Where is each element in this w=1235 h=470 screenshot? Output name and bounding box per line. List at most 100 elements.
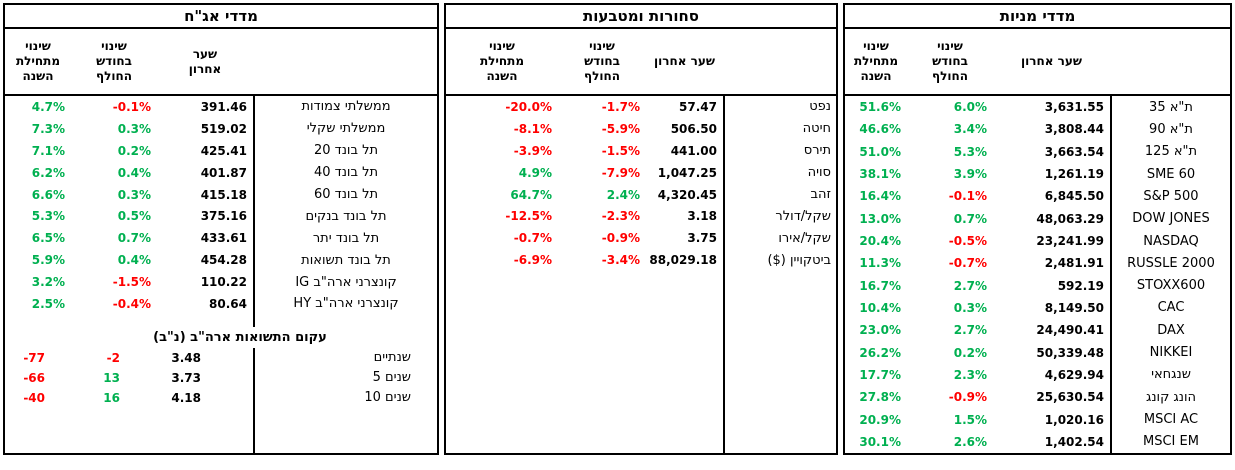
table-row: -66 13 3.73 5 שנים — [5, 367, 437, 388]
instrument-name-cell: שנתיים — [253, 347, 437, 368]
last-price-cell: 3.75 — [646, 227, 723, 249]
month-change-cell-value: -2.3% — [601, 209, 640, 224]
table-row: 3.2% -1.5% 110.22 קונצרני ארה"ב IG — [5, 271, 437, 294]
ytd-change-cell: 26.2% — [845, 341, 907, 363]
month-change-cell: 0.3% — [71, 184, 157, 206]
last-price-cell-value: 57.47 — [679, 99, 717, 114]
instrument-name-cell-value: CAC — [1157, 300, 1185, 316]
month-change-cell-value: 3.9% — [953, 167, 987, 182]
last-price-cell: 4.18 — [157, 388, 253, 408]
last-price-cell-value: 3,808.44 — [1044, 122, 1104, 137]
last-price-cell: 25,630.54 — [993, 386, 1110, 408]
subsection-title-label: עקום התשואות ארה"ב (נ"ב) — [153, 329, 327, 345]
instrument-name-cell-value: 5 שנים — [372, 370, 411, 386]
month-change-cell-value: -1.5% — [601, 143, 640, 158]
month-change-cell-value: -0.1% — [948, 189, 987, 204]
instrument-name-cell-value: NASDAQ — [1143, 233, 1199, 249]
empty-cell — [71, 315, 157, 327]
instrument-name-cell: חיטה — [723, 117, 836, 140]
instrument-name-cell-value: תל בונד יתר — [312, 230, 380, 246]
month-change-cell: 0.5% — [71, 205, 157, 227]
month-change-cell: 1.5% — [907, 408, 993, 430]
instrument-name-cell-value: RUSSLE 2000 — [1127, 255, 1215, 271]
month-change-cell: 0.2% — [71, 140, 157, 162]
table-row: 46.6% 3.4% 3,808.44 ת"א 90 — [845, 118, 1230, 141]
last-price-cell: 88,029.18 — [646, 249, 723, 271]
instrument-name-cell: CAC — [1110, 296, 1230, 320]
instrument-name-cell: NASDAQ — [1110, 229, 1230, 253]
ytd-change-cell-value: 38.1% — [859, 167, 901, 182]
instrument-name-cell-value: זהב — [810, 187, 831, 202]
instrument-name-cell: MSCI AC — [1110, 408, 1230, 431]
month-change-cell: 3.4% — [907, 118, 993, 140]
ytd-change-cell: 6.2% — [5, 162, 71, 184]
table-row: -0.7% -0.9% 3.75 שקל/אירו — [446, 227, 836, 250]
last-price-cell: 375.16 — [157, 205, 253, 227]
table-row: -20.0% -1.7% 57.47 נפט — [446, 96, 836, 118]
last-price-cell-value: 3,663.54 — [1044, 144, 1104, 159]
last-price-cell-value: 506.50 — [670, 121, 717, 136]
table-row: -40 16 4.18 10 שנים — [5, 387, 437, 408]
instrument-name-cell: שקל/אירו — [723, 227, 836, 250]
empty-cell — [253, 407, 437, 453]
month-change-cell-value: 0.3% — [117, 121, 151, 136]
ytd-change-cell-value: -66 — [23, 370, 45, 385]
last-price-cell: 3,631.55 — [993, 96, 1110, 118]
ytd-change-cell-value: -8.1% — [513, 121, 552, 136]
ytd-change-cell-value: 20.9% — [859, 412, 901, 427]
month-change-cell-value: 0.7% — [953, 211, 987, 226]
month-change-cell: 6.0% — [907, 96, 993, 118]
header-label: שינוי בחודש החולף — [96, 39, 132, 83]
ytd-change-cell: 17.7% — [845, 364, 907, 386]
instrument-name-cell-value: נפט — [809, 99, 831, 115]
header-month-change: שינוי בחודש החולף — [71, 29, 157, 94]
table-row: 7.1% 0.2% 425.41 תל בונד 20 — [5, 139, 437, 162]
last-price-cell-value: 1,402.54 — [1044, 434, 1104, 449]
month-change-cell: -1.7% — [558, 96, 646, 118]
last-price-cell-value: 433.61 — [200, 231, 247, 246]
instrument-name-cell: ממשלתי צמודות — [253, 96, 437, 118]
instrument-name-cell-value: שנגחאי — [1151, 367, 1191, 383]
ytd-change-cell-value: 27.8% — [859, 390, 901, 405]
instrument-name-cell: ממשלתי שקלי — [253, 117, 437, 140]
commodities-currencies-section: סחורות ומטבעות שינוי מתחילת השנה שינוי ב… — [444, 3, 838, 455]
last-price-cell-value: 519.02 — [200, 121, 247, 136]
header-label: שינוי מתחילת השנה — [853, 39, 899, 83]
instrument-name-cell: שנגחאי — [1110, 363, 1230, 387]
commodities-currencies-rows: -20.0% -1.7% 57.47 נפט -8.1% -5.9% 506.50 חיטה -… — [446, 96, 836, 453]
last-price-cell-value: 425.41 — [200, 143, 247, 158]
ytd-change-cell: 16.4% — [845, 185, 907, 207]
last-price-cell-value: 592.19 — [1057, 278, 1104, 293]
ytd-change-cell: -3.9% — [446, 140, 558, 162]
table-row: 6.6% 0.3% 415.18 תל בונד 60 — [5, 183, 437, 206]
empty-cell — [5, 315, 71, 327]
header-label: שער אחרון — [654, 54, 715, 68]
ytd-change-cell-value: 16.4% — [859, 189, 901, 204]
ytd-change-cell-value: -40 — [23, 390, 45, 405]
month-change-cell: -2.3% — [558, 205, 646, 227]
last-price-cell: 3,663.54 — [993, 141, 1110, 163]
last-price-cell-value: 4,320.45 — [657, 187, 717, 202]
ytd-change-cell: 23.0% — [845, 319, 907, 341]
section-title-bonds: מדדי אג"ח — [5, 5, 437, 29]
instrument-name-cell: תל בונד 20 — [253, 139, 437, 162]
ytd-change-cell-value: 30.1% — [859, 434, 901, 449]
table-row: -77 -2 3.48 שנתיים — [5, 347, 437, 368]
instrument-name-cell-value: SME 60 — [1146, 166, 1196, 182]
month-change-cell-value: 1.5% — [953, 412, 987, 427]
instrument-name-cell: ת"א 125 — [1110, 140, 1230, 163]
month-change-cell-value: -5.9% — [601, 121, 640, 136]
instrument-name-cell-value: סויה — [807, 165, 831, 181]
last-price-cell-value: 3.75 — [687, 231, 717, 246]
ytd-change-cell-value: 11.3% — [859, 256, 901, 271]
ytd-change-cell: 6.6% — [5, 184, 71, 206]
month-change-cell-value: 2.6% — [953, 434, 987, 449]
empty-cell — [157, 408, 253, 453]
ytd-change-cell-value: -77 — [23, 350, 45, 365]
month-change-cell-value: 3.4% — [953, 122, 987, 137]
last-price-cell-value: 1,047.25 — [657, 165, 717, 180]
ytd-change-cell: -40 — [5, 388, 71, 408]
empty-cell — [253, 314, 437, 327]
month-change-cell: 3.9% — [907, 163, 993, 185]
ytd-change-cell-value: 7.1% — [31, 143, 65, 158]
